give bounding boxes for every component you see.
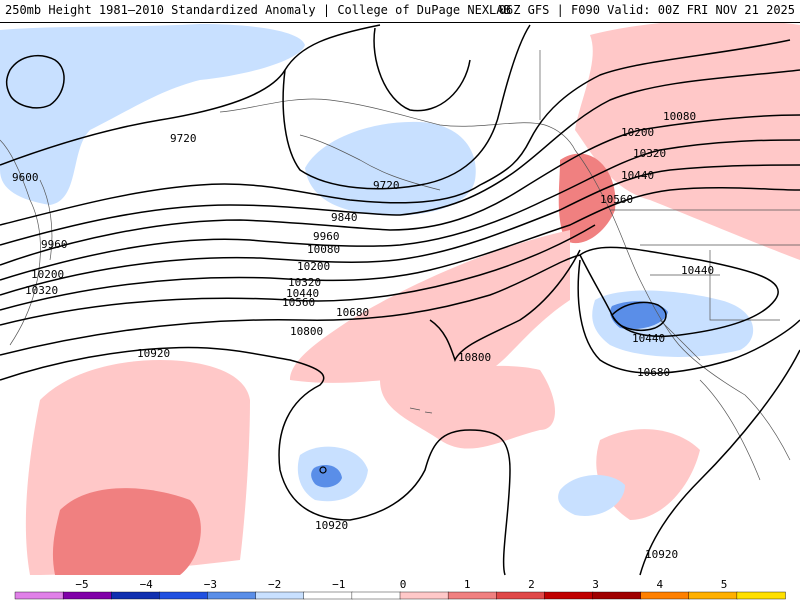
positive-anomaly-area — [575, 23, 800, 260]
contour-label: 10560 — [282, 296, 315, 309]
colorbar-swatch — [159, 591, 209, 600]
contour-label: 10680 — [637, 366, 670, 379]
colorbar-swatch — [640, 591, 690, 600]
contour-label: 10440 — [286, 287, 319, 300]
coastlines — [0, 50, 800, 481]
colorbar-swatch — [14, 591, 64, 600]
contour-label: 10920 — [645, 548, 678, 561]
colorbar: −5 −4 −3 −2 −1 0 1 2 3 4 5 — [0, 576, 800, 600]
colorbar-swatch — [111, 591, 161, 600]
positive-anomaly-area — [52, 488, 201, 575]
anomaly-shading — [0, 23, 800, 575]
contour-line — [373, 27, 471, 112]
contour-label: 10440 — [681, 264, 714, 277]
contour-line — [282, 24, 531, 190]
contour-label: 9600 — [12, 171, 39, 184]
contour-label: 9960 — [41, 238, 68, 251]
contour-line — [0, 187, 800, 311]
contour-label: 10800 — [290, 325, 323, 338]
contour-line — [429, 249, 581, 363]
contour-label: 10440 — [632, 332, 665, 345]
colorbar-ticks: −5 −4 −3 −2 −1 0 1 2 3 4 5 — [75, 578, 727, 591]
contour-line — [0, 346, 511, 576]
contour-line — [5, 54, 65, 109]
colorbar-tick-label: 4 — [656, 578, 663, 591]
low-center-marker — [319, 466, 327, 474]
contour-line — [639, 349, 800, 576]
colorbar-swatch — [255, 591, 305, 600]
colorbar-swatch — [736, 591, 786, 600]
height-contours — [0, 24, 800, 576]
colorbar-tick-label: 5 — [721, 578, 728, 591]
colorbar-swatch — [351, 591, 401, 600]
contour-line — [0, 24, 381, 166]
colorbar-tick-label: −4 — [140, 578, 154, 591]
contour-label: 10080 — [663, 110, 696, 123]
contour-line — [0, 164, 800, 296]
contour-label: 9720 — [170, 132, 197, 145]
colorbar-swatch — [544, 591, 594, 600]
colorbar-swatch — [688, 591, 738, 600]
negative-anomaly-area — [311, 465, 342, 488]
negative-anomaly-area — [558, 474, 625, 516]
colorbar-tick-label: 2 — [528, 578, 535, 591]
positive-anomaly-area — [380, 365, 555, 449]
contour-line — [0, 224, 596, 326]
contour-line — [0, 69, 800, 246]
model-run-info: 06Z GFS | F090 Valid: 00Z FRI NOV 21 202… — [498, 3, 795, 17]
negative-anomaly-area — [610, 301, 668, 330]
contour-line — [0, 254, 581, 356]
colorbar-swatch — [207, 591, 257, 600]
colorbar-swatch — [592, 591, 642, 600]
contour-label: 10320 — [633, 147, 666, 160]
contour-line — [611, 301, 667, 331]
contour-label: 10920 — [315, 519, 348, 532]
positive-anomaly-area — [596, 429, 700, 520]
map-title: 250mb Height 1981–2010 Standardized Anom… — [5, 3, 511, 17]
colorbar-tick-label: 1 — [464, 578, 471, 591]
contour-label: 10200 — [621, 126, 654, 139]
contour-label: 10200 — [297, 260, 330, 273]
contour-line — [0, 39, 791, 226]
colorbar-swatch — [62, 591, 112, 600]
contour-line — [0, 139, 800, 281]
negative-anomaly-area — [305, 121, 476, 216]
colorbar-tick-label: −1 — [332, 578, 345, 591]
colorbar-swatch — [496, 591, 546, 600]
contour-label: 10680 — [336, 306, 369, 319]
contour-label: 10200 — [31, 268, 64, 281]
contour-label: 10320 — [25, 284, 58, 297]
colorbar-tick-label: 0 — [400, 578, 407, 591]
contour-label: 9840 — [331, 211, 358, 224]
colorbar-tick-label: −5 — [75, 578, 88, 591]
contour-line — [577, 259, 800, 374]
colorbar-swatches — [14, 591, 786, 600]
contour-label: 10800 — [458, 351, 491, 364]
positive-anomaly-area — [558, 153, 616, 244]
contour-line — [0, 114, 800, 266]
title-bar: 250mb Height 1981–2010 Standardized Anom… — [0, 0, 800, 23]
colorbar-swatch — [399, 591, 449, 600]
contour-label: 10560 — [600, 193, 633, 206]
contour-label: 10080 — [307, 243, 340, 256]
contour-label: 9960 — [313, 230, 340, 243]
anomaly-map: 9720 9600 9720 9840 9960 9960 10080 1020… — [0, 23, 800, 576]
negative-anomaly-area — [0, 24, 305, 205]
contour-labels: 9720 9600 9720 9840 9960 9960 10080 1020… — [12, 110, 714, 561]
contour-label: 10320 — [288, 276, 321, 289]
contour-label: 10920 — [137, 347, 170, 360]
colorbar-swatch — [303, 591, 353, 600]
colorbar-tick-label: −2 — [268, 578, 281, 591]
colorbar-tick-label: 3 — [592, 578, 599, 591]
colorbar-swatch — [447, 591, 497, 600]
contour-label: 9720 — [373, 179, 400, 192]
colorbar-tick-label: −3 — [204, 578, 217, 591]
contour-label: 10440 — [621, 169, 654, 182]
